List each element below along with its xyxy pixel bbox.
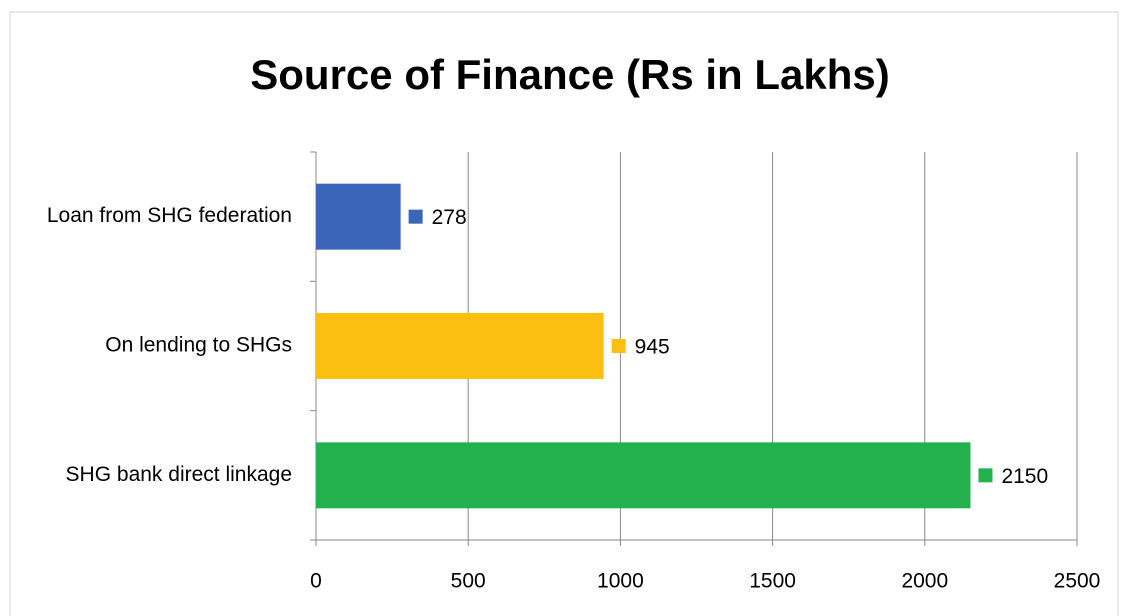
x-tick-label: 2000 xyxy=(901,570,948,593)
x-tick-label: 500 xyxy=(451,570,486,593)
y-tick-label: Loan from SHG federation xyxy=(47,204,292,227)
y-tick-label: On lending to SHGs xyxy=(105,334,292,357)
value-label-key xyxy=(978,468,993,483)
x-tick-label: 1500 xyxy=(749,570,796,593)
x-tick-label: 0 xyxy=(310,570,322,593)
value-label-key xyxy=(408,209,423,224)
value-label-key xyxy=(611,339,626,353)
value-label: 945 xyxy=(635,336,670,359)
bar xyxy=(316,183,401,250)
bar xyxy=(316,442,971,509)
chart-frame xyxy=(9,11,1119,616)
x-tick-label: 2500 xyxy=(1054,570,1101,593)
value-label: 278 xyxy=(432,206,467,229)
y-tick-label: SHG bank direct linkage xyxy=(66,463,292,486)
value-label: 2150 xyxy=(1001,465,1048,488)
x-tick-label: 1000 xyxy=(597,570,644,593)
bar xyxy=(316,313,604,379)
chart-title: Source of Finance (Rs in Lakhs) xyxy=(250,51,889,98)
